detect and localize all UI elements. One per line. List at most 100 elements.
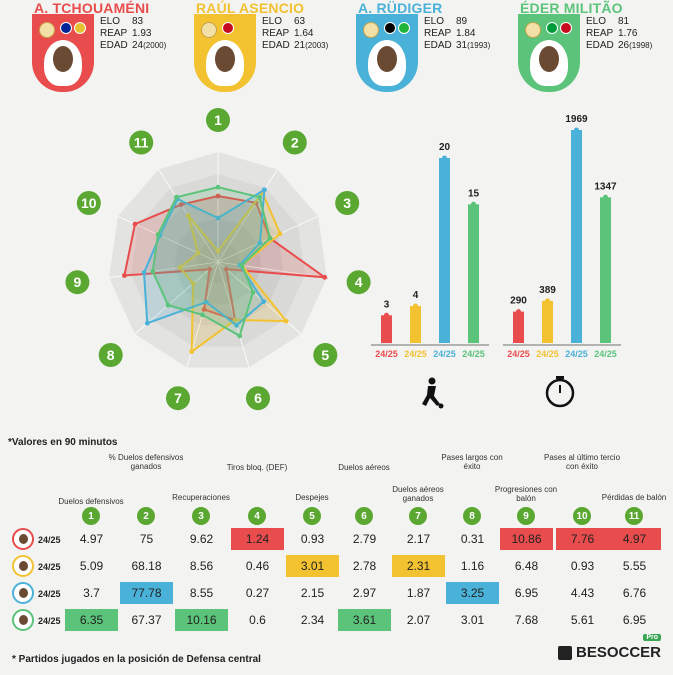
column-number-badge: 6 (355, 507, 373, 525)
radar-point (155, 232, 161, 238)
radar-point (257, 194, 262, 200)
table-cell: 6.76 (622, 586, 647, 600)
brand-badge: Pro (643, 634, 661, 641)
player-stats: ELO 63 REAP 1.64 EDAD 21 (2003) (262, 16, 328, 52)
axis-label: 5 (321, 347, 329, 363)
player-name: A. RÜDIGER (358, 0, 443, 16)
axis-label: 4 (355, 274, 363, 290)
radar-point (277, 231, 283, 237)
row-season: 24/25 (38, 562, 61, 572)
player-card: RAÚL ASENCIO ELO 63 REAP 1.64 EDAD 21 (2003) (168, 0, 338, 92)
table-cell: 0.93 (570, 559, 595, 573)
table-cell: 1.87 (406, 586, 431, 600)
column-header: Pases largos con éxito (441, 453, 503, 471)
axis-badge (129, 130, 154, 155)
table-cell: 3.61 (338, 609, 391, 631)
real-madrid-crest-icon (525, 22, 541, 38)
stat-label: ELO (586, 16, 607, 27)
birth-year: (1993) (467, 41, 491, 50)
birth-year: (2003) (305, 41, 329, 50)
stopwatch-face (545, 378, 575, 408)
table-cell: 2.15 (300, 586, 325, 600)
bar-category-label: 24/25 (404, 349, 427, 359)
radar-point (178, 202, 184, 208)
table-cell: 3.01 (460, 613, 485, 627)
table-cell: 8.56 (189, 559, 214, 573)
table-cell: 8.55 (189, 586, 214, 600)
stat-label: ELO (424, 16, 445, 27)
player-badge (518, 14, 580, 92)
bar-cap (603, 194, 608, 200)
column-number-badge: 10 (573, 507, 591, 525)
table-cell: 9.62 (189, 532, 214, 546)
stat-value: 31 (456, 40, 468, 51)
besoccer-logo: BESOCCER Pro (557, 634, 661, 661)
radar-point (232, 317, 238, 323)
axis-label: 10 (81, 195, 97, 211)
player-badge (32, 14, 94, 92)
radar-point (165, 302, 171, 308)
stopwatch-icon (545, 376, 575, 408)
axis-badge (335, 191, 360, 215)
axis-label: 9 (74, 274, 82, 290)
besoccer-mark-icon (557, 645, 572, 660)
column-number-badge: 5 (303, 507, 321, 525)
player-stats: ELO 81 REAP 1.76 EDAD 26 (1998) (586, 16, 652, 52)
table-cell: 3.01 (286, 555, 339, 577)
player-stats: ELO 83 REAP 1.93 EDAD 24 (2000) (100, 16, 166, 52)
player-row-avatar (12, 609, 34, 631)
stat-label: ELO (262, 16, 283, 27)
column-number-badge: 9 (517, 507, 535, 525)
radar-point (237, 333, 243, 339)
player-photo (368, 40, 406, 86)
stat-value: 1.84 (456, 28, 476, 39)
axis-badge (76, 191, 101, 215)
bar-value-label: 290 (510, 296, 527, 307)
stat-label: REAP (100, 28, 128, 39)
bar (439, 158, 450, 343)
radar-point (200, 312, 205, 318)
player-name: RAÚL ASENCIO (196, 0, 305, 16)
player-row-avatar (12, 528, 34, 550)
stat-value: 24 (132, 40, 144, 51)
radar-spoke (217, 169, 278, 263)
column-header: % Duelos defensivos ganados (108, 453, 184, 471)
axis-label: 8 (107, 347, 115, 363)
radar-series (142, 187, 266, 327)
column-number-badge: 2 (137, 507, 155, 525)
table-cell: 1.24 (231, 528, 284, 550)
radar-point (190, 281, 196, 286)
table-cell: 67.37 (131, 613, 162, 627)
axis-label: 7 (174, 390, 182, 406)
radar-point (257, 240, 263, 246)
bar-category-label: 24/25 (507, 349, 530, 359)
player-photo (206, 40, 244, 86)
row-season: 24/25 (38, 589, 61, 599)
table-note: *Valores en 90 minutos (8, 437, 118, 448)
table-cell: 0.93 (300, 532, 325, 546)
radar-chart: 1 2 3 4 5 6 7 8 9 10 11 3 24/25 4 24/25 20 24/25 15 24/25 2… (65, 108, 621, 411)
radar-point (262, 187, 267, 193)
table-cell: 2.78 (352, 559, 377, 573)
table-cell: 6.95 (622, 613, 647, 627)
column-number-badge: 7 (409, 507, 427, 525)
column-number-badge: 11 (625, 507, 643, 525)
radar-point (189, 349, 195, 355)
footnote: * Partidos jugados en la posición de Def… (12, 654, 261, 665)
axis-badge (313, 343, 338, 367)
radar-point (174, 194, 179, 200)
radar-point (215, 193, 221, 199)
table-cell: 2.17 (406, 532, 431, 546)
table-cell: 5.09 (79, 559, 104, 573)
flag-icon (222, 22, 234, 34)
stat-value: 1.76 (618, 28, 638, 39)
table-cell: 2.34 (300, 613, 325, 627)
radar-point (283, 318, 289, 324)
row-season: 24/25 (38, 616, 61, 626)
flag-icon (546, 22, 558, 34)
column-header: Tiros bloq. (DEF) (226, 463, 288, 472)
stat-value: 63 (294, 16, 306, 27)
row-season: 24/25 (38, 535, 61, 545)
stat-label: EDAD (424, 40, 452, 51)
stat-value: 1.64 (294, 28, 314, 39)
